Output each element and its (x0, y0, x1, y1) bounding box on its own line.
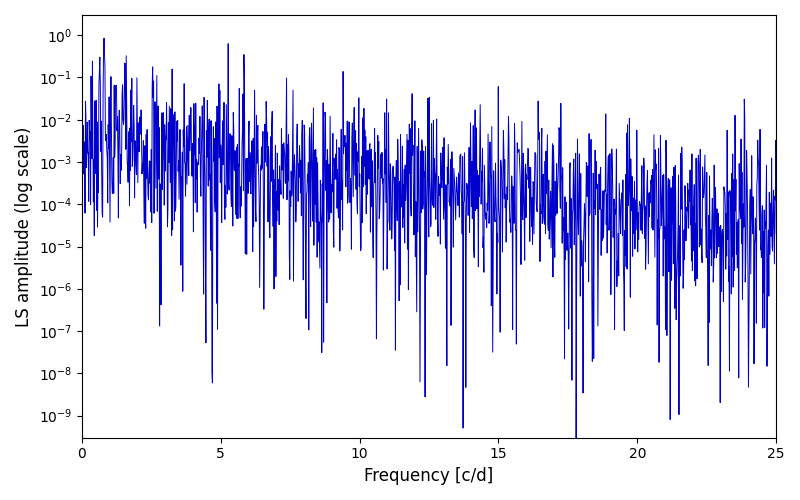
X-axis label: Frequency [c/d]: Frequency [c/d] (364, 467, 494, 485)
Y-axis label: LS amplitude (log scale): LS amplitude (log scale) (15, 126, 33, 326)
